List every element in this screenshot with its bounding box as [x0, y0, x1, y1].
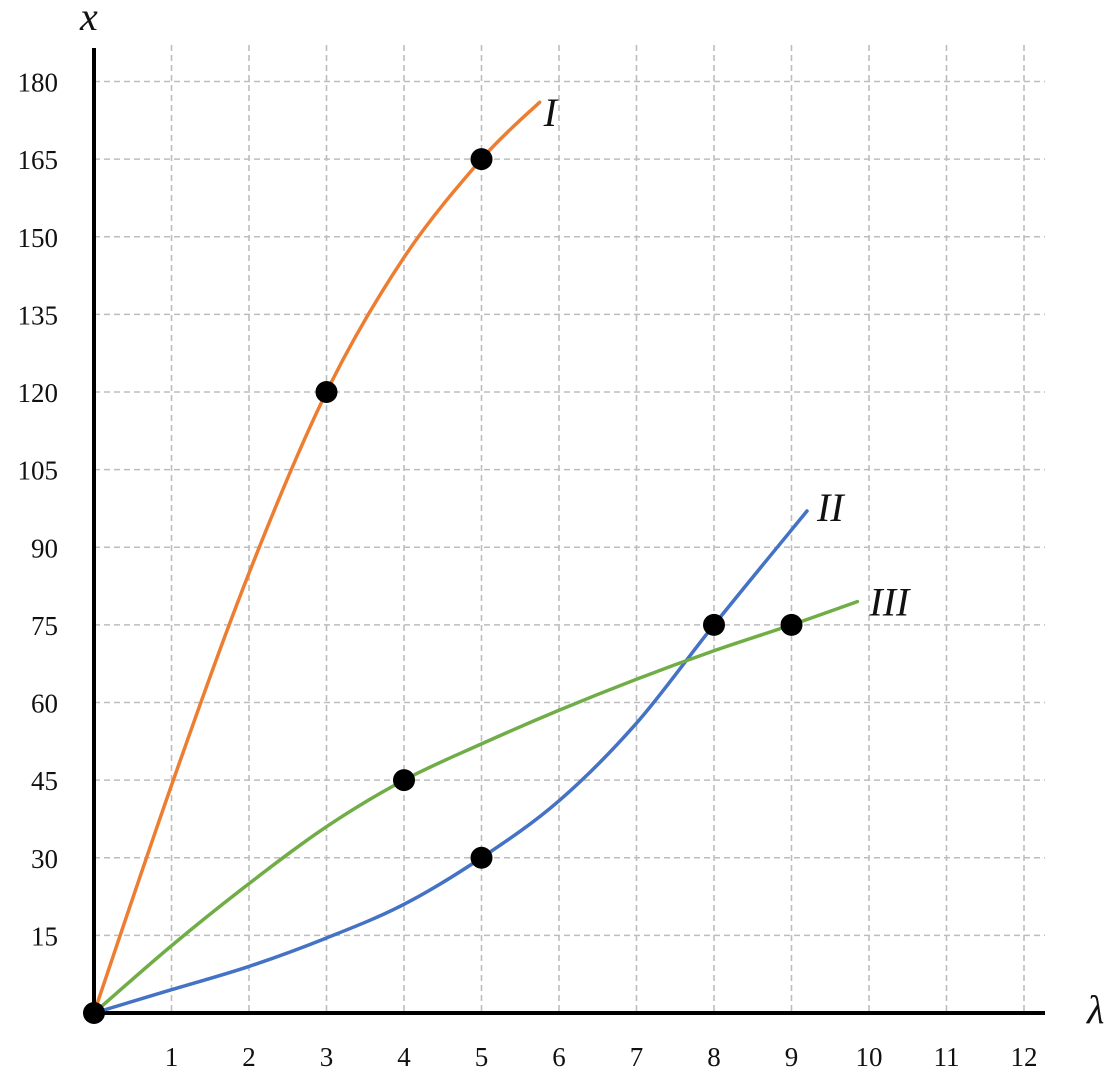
tick-labels: 1 2 3 4 5 6 7 8 9 10 11 121530456075901051201351501… — [18, 68, 1038, 1073]
series-line-I — [92, 100, 542, 1015]
x-tick-label: 6 — [552, 1042, 566, 1072]
data-point — [393, 769, 415, 792]
y-tick-label: 30 — [31, 844, 58, 874]
x-tick-label: 11 — [934, 1042, 960, 1072]
data-point — [780, 613, 803, 636]
data-point — [83, 1002, 105, 1024]
y-tick-label: 105 — [18, 456, 59, 486]
series-line-II — [92, 509, 809, 1015]
data-points — [83, 148, 803, 1024]
y-tick-label: 135 — [18, 300, 59, 330]
y-tick-label: 180 — [18, 68, 59, 98]
x-tick-label: 10 — [856, 1042, 883, 1072]
y-tick-label: 90 — [31, 533, 58, 563]
series — [92, 100, 860, 1015]
series-label-III: III — [868, 580, 911, 625]
x-tick-label: 9 — [785, 1042, 799, 1072]
axes — [92, 48, 1045, 1015]
x-tick-label: 2 — [242, 1042, 256, 1072]
series-line-III — [92, 599, 860, 1015]
y-tick-label: 60 — [31, 689, 58, 719]
y-tick-label: 45 — [31, 766, 58, 796]
x-tick-label: 12 — [1011, 1042, 1038, 1072]
data-point — [470, 846, 493, 869]
x-tick-label: 1 — [165, 1042, 179, 1072]
data-point — [315, 381, 338, 403]
series-label-II: II — [816, 485, 845, 530]
y-tick-label: 150 — [18, 223, 59, 253]
grid — [94, 45, 1045, 1013]
x-tick-label: 5 — [475, 1042, 489, 1072]
y-tick-label: 120 — [18, 378, 59, 408]
y-tick-label: 75 — [31, 611, 58, 641]
y-tick-label: 165 — [18, 145, 59, 175]
y-tick-label: 15 — [31, 921, 58, 951]
x-tick-label: 8 — [707, 1042, 721, 1072]
x-tick-label: 7 — [630, 1042, 644, 1072]
x-tick-label: 4 — [397, 1042, 411, 1072]
x-axis-title: λ — [1086, 987, 1104, 1032]
y-axis-title: x — [79, 0, 98, 39]
series-label-I: I — [543, 90, 559, 135]
data-point — [703, 613, 725, 636]
data-point — [470, 148, 493, 171]
x-tick-label: 3 — [320, 1042, 334, 1072]
